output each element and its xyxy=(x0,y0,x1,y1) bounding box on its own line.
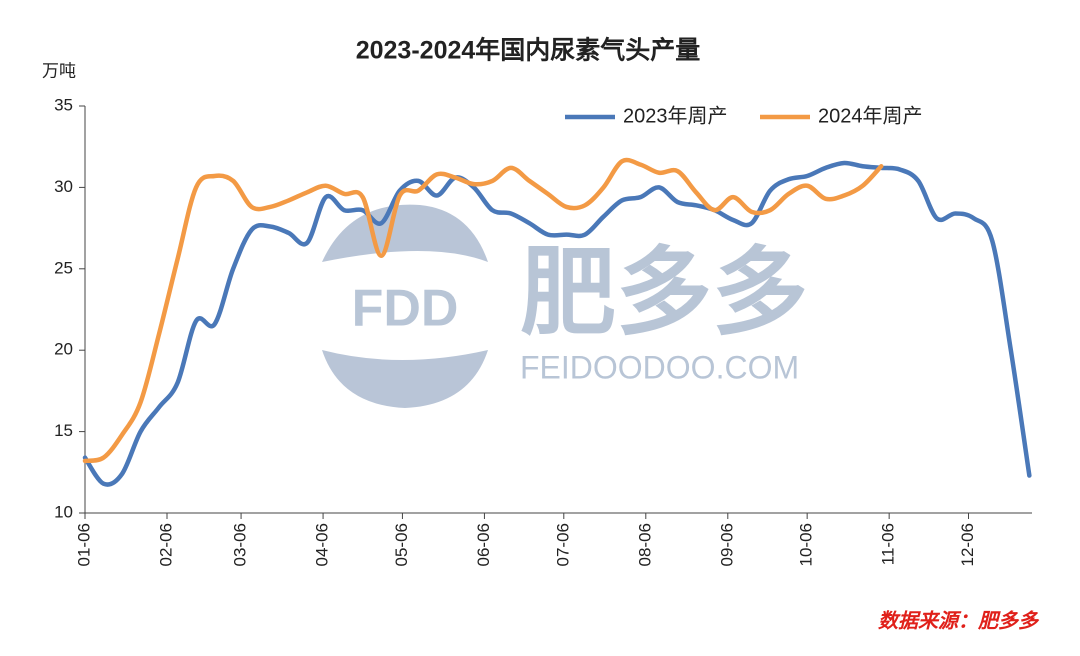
x-tick-label: 04-06 xyxy=(313,523,332,566)
legend-label: 2023年周产 xyxy=(623,104,728,127)
y-tick-label: 25 xyxy=(54,258,73,277)
legend-label: 2024年周产 xyxy=(818,104,923,127)
y-tick-label: 20 xyxy=(54,340,73,359)
y-tick-label: 15 xyxy=(54,421,73,440)
watermark-shape xyxy=(322,204,488,262)
y-tick-label: 35 xyxy=(54,95,73,114)
x-tick-label: 10-06 xyxy=(797,523,816,566)
source: 数据来源：肥多多 xyxy=(878,609,1040,632)
x-tick-label: 06-06 xyxy=(474,523,493,566)
x-tick-label: 03-06 xyxy=(231,523,250,566)
x-tick-label: 07-06 xyxy=(553,523,572,566)
x-tick-label: 08-06 xyxy=(635,523,654,566)
series-line xyxy=(82,157,884,464)
watermark: FDD 肥多多 FEIDOODOO.COM xyxy=(322,204,808,408)
watermark-shape xyxy=(322,350,488,408)
x-tick-label: 01-06 xyxy=(74,523,93,566)
x-tick-label: 05-06 xyxy=(392,523,411,566)
y-tick-label: 30 xyxy=(54,177,73,196)
y-tick-label: 10 xyxy=(54,502,73,521)
watermark-site: FEIDOODOO.COM xyxy=(520,349,799,385)
x-tick-label: 02-06 xyxy=(156,523,175,566)
watermark-logo: FDD xyxy=(352,280,459,338)
chart-title: 2023-2024年国内尿素气头产量 xyxy=(356,36,701,65)
x-tick-label: 09-06 xyxy=(717,523,736,566)
x-tick-label: 11-06 xyxy=(879,523,898,565)
watermark-name: 肥多多 xyxy=(520,239,808,346)
x-tick-label: 12-06 xyxy=(958,523,977,566)
y-axis-label: 万吨 xyxy=(42,61,76,80)
